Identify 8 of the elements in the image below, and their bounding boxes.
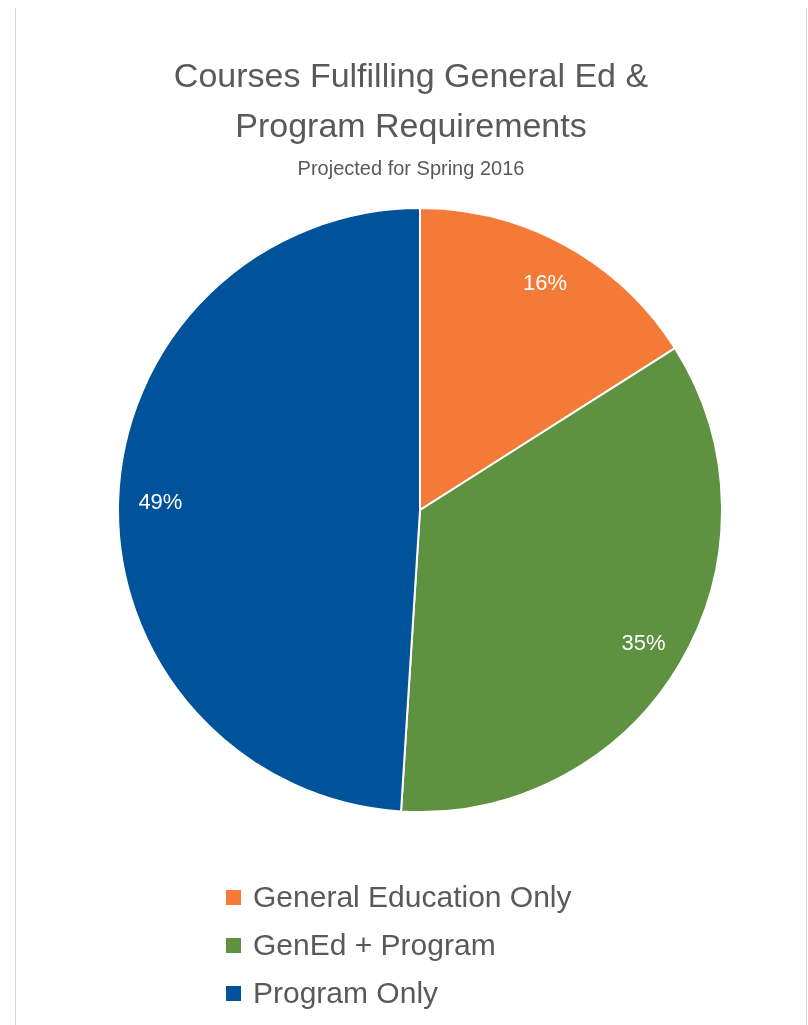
chart-title: Courses Fulfilling General Ed & Program Requirements [172, 55, 650, 146]
legend-label: General Education Only [253, 880, 572, 914]
legend-label: GenEd + Program [253, 928, 496, 962]
data-label: 35% [621, 629, 666, 655]
data-label: 49% [138, 489, 183, 515]
legend-label: Program Only [253, 976, 439, 1010]
chart-subtitle: Projected for Spring 2016 [296, 156, 526, 180]
data-label: 16% [523, 269, 568, 295]
